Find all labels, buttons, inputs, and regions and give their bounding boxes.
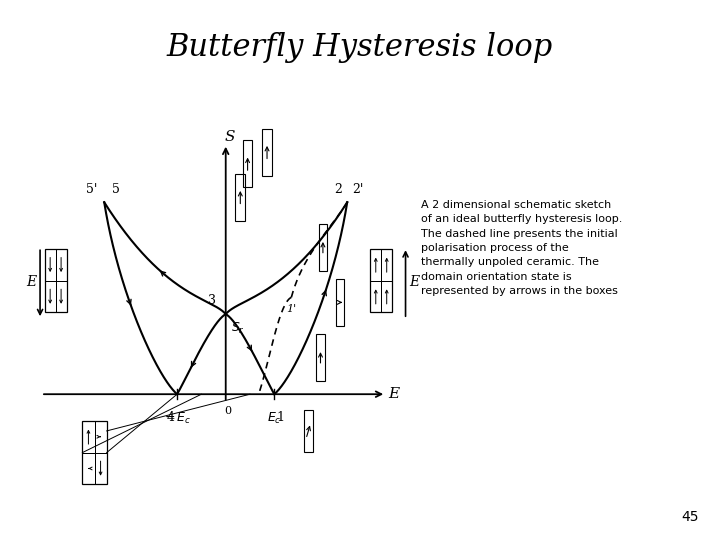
Text: $-\, E_c$: $-\, E_c$ xyxy=(163,411,191,426)
Bar xyxy=(82,421,107,484)
Bar xyxy=(235,174,245,221)
Text: 2: 2 xyxy=(335,183,343,195)
Text: E: E xyxy=(389,387,400,401)
Text: 5: 5 xyxy=(112,183,120,195)
Text: 0: 0 xyxy=(225,406,232,416)
Bar xyxy=(304,410,312,452)
Text: 4: 4 xyxy=(167,411,175,424)
Text: 45: 45 xyxy=(681,510,698,524)
Bar xyxy=(318,224,328,271)
Text: 2': 2' xyxy=(352,183,364,195)
Bar xyxy=(316,334,325,381)
Bar xyxy=(243,140,253,187)
Text: A 2 dimensional schematic sketch
of an ideal butterfly hysteresis loop.
The dash: A 2 dimensional schematic sketch of an i… xyxy=(421,200,623,296)
Text: Butterfly Hysteresis loop: Butterfly Hysteresis loop xyxy=(167,32,553,63)
Text: 5': 5' xyxy=(86,183,97,195)
Text: $E_c$: $E_c$ xyxy=(267,411,282,426)
Text: E: E xyxy=(26,275,36,289)
Text: 3: 3 xyxy=(208,294,216,307)
Bar xyxy=(45,249,66,313)
Bar xyxy=(336,279,344,326)
Text: E: E xyxy=(410,275,420,289)
Bar xyxy=(370,249,392,313)
Text: S: S xyxy=(225,130,235,144)
Text: 1: 1 xyxy=(276,411,284,424)
Bar xyxy=(262,129,272,176)
Text: $S_r$: $S_r$ xyxy=(230,321,245,336)
Text: 1': 1' xyxy=(287,304,297,314)
